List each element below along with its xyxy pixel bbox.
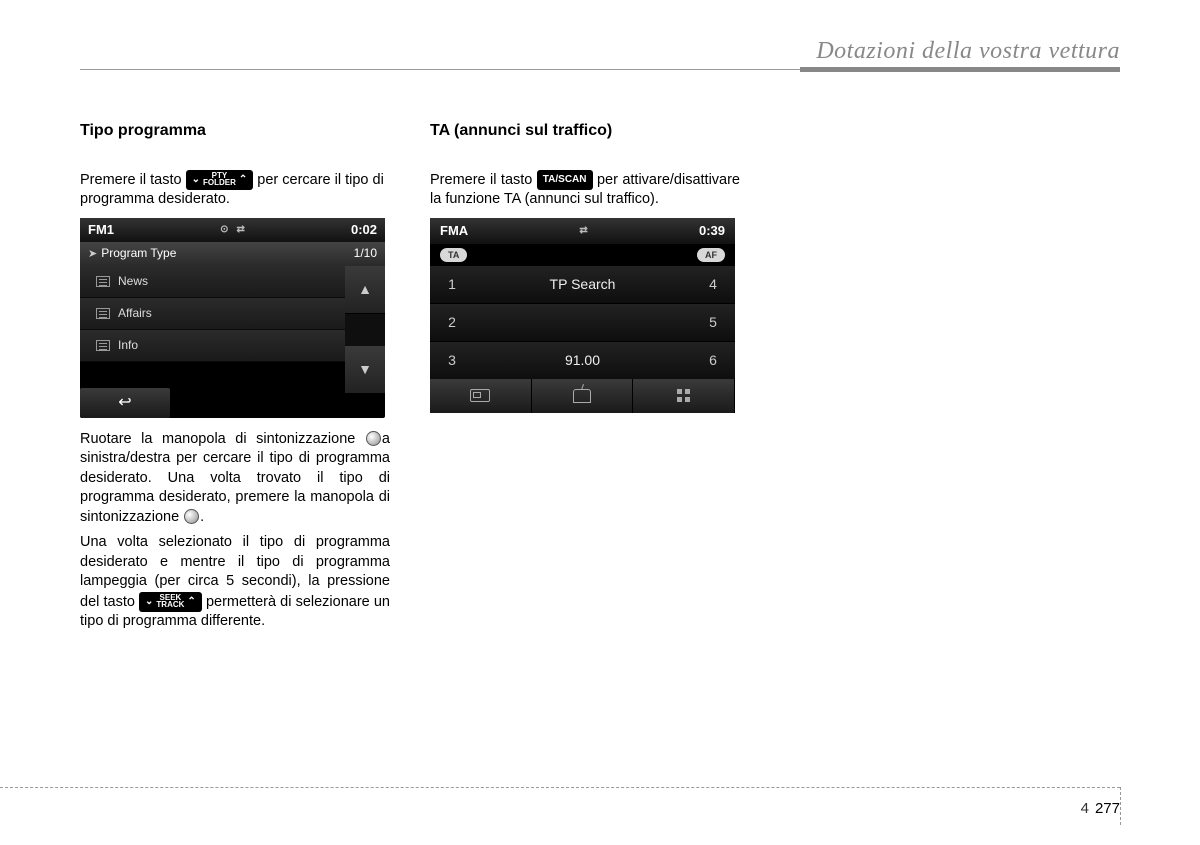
status-icons: ⊙ ⇄ xyxy=(220,223,245,237)
preset-grid: 1 TP Search 4 2 5 3 91.00 6 xyxy=(430,266,735,380)
usb-icon: ⇄ xyxy=(579,224,587,238)
grid-icon xyxy=(677,389,691,403)
num: 1 xyxy=(448,275,456,294)
scroll-down-button[interactable]: ▼ xyxy=(345,346,385,394)
disc-icon: ⊙ xyxy=(220,223,228,237)
page-num: 277 xyxy=(1095,800,1120,817)
footer-rule xyxy=(0,787,1120,797)
chevron-down-icon: ⌄ xyxy=(190,175,202,185)
seek-track-button-icon: ⌄ SEEK TRACK ⌃ xyxy=(139,592,202,612)
column-right: TA (annunci sul traffico) Premere il tas… xyxy=(430,120,740,638)
tascan-button-icon: TA/SCAN xyxy=(537,170,593,190)
list-icon xyxy=(96,276,110,287)
list-item[interactable]: Affairs xyxy=(80,298,345,330)
radio-antenna-icon xyxy=(573,389,591,403)
back-button[interactable]: ↩ xyxy=(80,388,170,418)
nav-grid[interactable] xyxy=(633,379,735,413)
text: . xyxy=(200,509,204,525)
nav-radio-2[interactable] xyxy=(532,379,634,413)
preset-1[interactable]: 1 xyxy=(430,266,474,304)
tascan-label: TA/SCAN xyxy=(543,175,587,185)
chevron-down-icon: ⌄ xyxy=(143,597,155,607)
frequency-label: 91.00 xyxy=(474,342,691,380)
preset-4[interactable]: 4 xyxy=(691,266,735,304)
chevron-up-icon: ⌃ xyxy=(237,175,249,185)
item-label: News xyxy=(118,273,148,289)
text: Premere il tasto xyxy=(430,171,537,187)
section-title-ta: TA (annunci sul traffico) xyxy=(430,120,740,142)
subtitle: Program Type xyxy=(101,246,176,260)
text: Ruotare la manopola di sintonizzazione xyxy=(80,431,365,447)
content-columns: Tipo programma Premere il tasto ⌄ PTY FO… xyxy=(80,120,1120,638)
chevron-up-icon: ⌃ xyxy=(185,597,197,607)
mid-empty xyxy=(474,304,691,342)
list-item[interactable]: News xyxy=(80,266,345,298)
shot2-status-bar: FMA ⇄ 0:39 xyxy=(430,218,735,244)
preset-5[interactable]: 5 xyxy=(691,304,735,342)
column-left: Tipo programma Premere il tasto ⌄ PTY FO… xyxy=(80,120,390,638)
para-seek: Una volta selezionato il tipo di program… xyxy=(80,533,390,632)
preset-6[interactable]: 6 xyxy=(691,342,735,380)
chapter-title: Dotazioni della vostra vettura xyxy=(80,38,1120,65)
num: 2 xyxy=(448,313,456,332)
para-rotate-knob: Ruotare la manopola di sintonizzazione a… xyxy=(80,430,390,528)
counter: 1/10 xyxy=(354,245,377,261)
num: 5 xyxy=(709,313,717,332)
item-label: Affairs xyxy=(118,305,152,321)
screenshot-tp-search: FMA ⇄ 0:39 TA AF 1 TP Search 4 2 5 3 91.… xyxy=(430,218,735,413)
tune-knob-icon xyxy=(184,509,199,524)
clock: 0:39 xyxy=(699,222,725,240)
scroll-track xyxy=(345,314,385,346)
item-label: Info xyxy=(118,337,138,353)
num: 4 xyxy=(709,275,717,294)
bottom-nav xyxy=(430,379,735,413)
chapter-num: 4 xyxy=(1081,800,1095,817)
page-header: Dotazioni della vostra vettura xyxy=(80,38,1120,70)
scroll-controls: ▲ ▼ xyxy=(345,266,385,394)
list-icon xyxy=(96,308,110,319)
tune-knob-icon xyxy=(366,431,381,446)
seek-track-stack: SEEK TRACK xyxy=(155,595,185,609)
pointer-icon: ➤ xyxy=(88,248,97,260)
pty-list: News Affairs Info xyxy=(80,266,385,362)
usb-icon: ⇄ xyxy=(236,223,244,237)
list-icon xyxy=(96,340,110,351)
pty-folder-stack: PTY FOLDER xyxy=(202,173,237,187)
af-badge: AF xyxy=(697,248,725,262)
num: 6 xyxy=(709,351,717,370)
band-label: FMA xyxy=(440,222,468,240)
subtitle-wrap: ➤ Program Type xyxy=(88,245,176,262)
scroll-up-button[interactable]: ▲ xyxy=(345,266,385,314)
clock: 0:02 xyxy=(351,221,377,239)
folder-label: FOLDER xyxy=(203,180,236,187)
list-item[interactable]: Info xyxy=(80,330,345,362)
preset-2[interactable]: 2 xyxy=(430,304,474,342)
ta-badge: TA xyxy=(440,248,467,262)
header-rule xyxy=(80,69,1120,70)
para-press-pty: Premere il tasto ⌄ PTY FOLDER ⌃ per cerc… xyxy=(80,170,390,210)
shot-status-bar: FM1 ⊙ ⇄ 0:02 xyxy=(80,218,385,242)
para-tascan: Premere il tasto TA/SCAN per attivare/di… xyxy=(430,170,740,210)
preset-3[interactable]: 3 xyxy=(430,342,474,380)
tp-search-label: TP Search xyxy=(474,266,691,304)
screenshot-program-type: FM1 ⊙ ⇄ 0:02 ➤ Program Type 1/10 News Aff… xyxy=(80,218,385,418)
manual-page: Dotazioni della vostra vettura Tipo prog… xyxy=(0,0,1200,845)
band-label: FM1 xyxy=(88,221,114,239)
section-title-tipo: Tipo programma xyxy=(80,120,390,142)
shot-subheader: ➤ Program Type 1/10 xyxy=(80,242,385,266)
page-number: 4277 xyxy=(1081,800,1120,817)
header-rule-accent xyxy=(800,67,1120,72)
track-label: TRACK xyxy=(156,602,184,609)
badges-row: TA AF xyxy=(430,244,735,266)
num: 3 xyxy=(448,351,456,370)
radio-icon xyxy=(470,389,490,402)
text: Premere il tasto xyxy=(80,171,186,187)
nav-radio-1[interactable] xyxy=(430,379,532,413)
pty-folder-button-icon: ⌄ PTY FOLDER ⌃ xyxy=(186,170,254,190)
